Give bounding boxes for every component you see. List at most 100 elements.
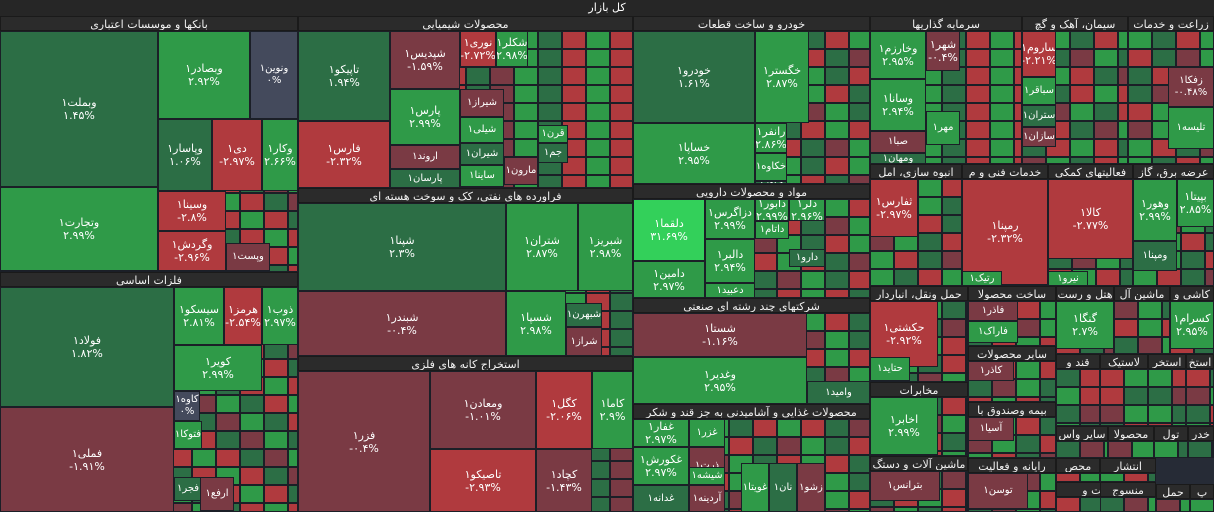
stock-tile[interactable]: کاما۱ ۲.۹% bbox=[592, 371, 633, 449]
sector-header[interactable]: لاستیک bbox=[1100, 354, 1148, 369]
stock-tile[interactable]: وغدیر۱ ۲.۹۵% bbox=[633, 357, 807, 404]
stock-tile[interactable]: پارسان۱ bbox=[390, 169, 460, 188]
sector-header[interactable]: استخر bbox=[1148, 354, 1186, 369]
stock-tile[interactable]: دالبر۱ ۲.۹۴% bbox=[705, 239, 755, 283]
stock-tile[interactable]: بپیتا۱ ۲.۸۵% bbox=[1177, 179, 1214, 227]
stock-tile[interactable]: زشو۱ bbox=[797, 463, 825, 512]
sector-header[interactable]: مخابرات bbox=[870, 382, 968, 397]
stock-tile[interactable]: وپاسار۱ ۱.۰۶% bbox=[158, 119, 212, 191]
sector-header[interactable]: ماشین آل bbox=[1114, 286, 1170, 301]
stock-tile[interactable]: شکلر۱ ۲.۹۸% bbox=[496, 31, 528, 67]
sector-header[interactable]: انبوه سازی، امل bbox=[870, 164, 962, 179]
stock-tile[interactable]: غفار۱ ۲.۹۷% bbox=[633, 419, 689, 447]
stock-tile[interactable]: جم۱ bbox=[538, 143, 568, 163]
stock-tile[interactable]: فزر۱ -۰.۴% bbox=[298, 371, 430, 512]
stock-tile[interactable]: کالا۱ -۲.۷۷% bbox=[1048, 179, 1133, 259]
sector-header[interactable]: زراعت و خدمات bbox=[1128, 16, 1214, 31]
sector-header[interactable]: بیمه وصندوق با bbox=[968, 402, 1056, 417]
stock-tile[interactable]: ذوب۱ ۲.۹۷% bbox=[262, 287, 298, 345]
stock-tile[interactable]: ومپنا۱ bbox=[1133, 241, 1177, 271]
stock-tile[interactable]: ستران۱ bbox=[1022, 105, 1056, 127]
stock-tile[interactable]: فملی۱ -۱.۹۱% bbox=[0, 407, 174, 512]
sector-header[interactable]: ساخت محصولا bbox=[968, 286, 1056, 301]
stock-tile[interactable]: شپدیس۱ -۱.۵۹% bbox=[390, 31, 460, 89]
stock-tile[interactable]: صبا۱ bbox=[870, 131, 926, 153]
stock-tile[interactable]: خکاوه۱ bbox=[755, 153, 787, 181]
stock-tile[interactable]: فولاد۱ ۱.۸۲% bbox=[0, 287, 174, 407]
sector-header[interactable]: فلزات اساسی bbox=[0, 272, 298, 287]
stock-tile[interactable]: نوری۱ -۲.۷۲% bbox=[460, 31, 496, 67]
stock-tile[interactable]: وهور۱ ۲.۹۹% bbox=[1133, 179, 1177, 241]
stock-tile[interactable]: دی۱ -۲.۹۷% bbox=[212, 119, 262, 191]
stock-tile[interactable]: هرمز۱ -۲.۵۴% bbox=[224, 287, 262, 345]
stock-tile[interactable]: شیران۱ bbox=[460, 143, 504, 165]
sector-header[interactable]: استخ bbox=[1186, 354, 1214, 369]
stock-tile[interactable]: سازان۱ bbox=[1022, 127, 1056, 147]
stock-tile[interactable]: رانفر۱ ۲.۸۶% bbox=[755, 123, 787, 153]
sector-header[interactable]: عرضه برق، گاز bbox=[1133, 164, 1214, 179]
stock-tile[interactable]: مارون۱ bbox=[504, 157, 538, 185]
stock-tile[interactable]: ساروم۱-۲.۲۱% bbox=[1022, 31, 1056, 77]
stock-tile[interactable]: توسن۱ bbox=[968, 473, 1028, 509]
sector-header[interactable]: تول bbox=[1154, 426, 1188, 441]
stock-tile[interactable]: مهر۱ bbox=[926, 111, 960, 145]
stock-tile[interactable]: کگل۱ -۲.۰۶% bbox=[536, 371, 592, 449]
stock-tile[interactable]: ثفارس۱ -۲.۹۷% bbox=[870, 179, 918, 237]
stock-tile[interactable]: دلر۱ ۲.۹۶% bbox=[789, 199, 825, 221]
stock-tile[interactable]: تاصیکو۱ -۲.۹۳% bbox=[430, 449, 536, 512]
stock-tile[interactable]: سباقر۱ bbox=[1022, 77, 1056, 105]
stock-tile[interactable]: ومهان۱ bbox=[870, 153, 926, 164]
stock-tile[interactable]: کچاد۱ -۱.۴۳% bbox=[536, 449, 592, 512]
stock-tile[interactable]: بترانس۱ bbox=[870, 471, 940, 501]
stock-tile[interactable]: فارس۱ -۲.۳۲% bbox=[298, 121, 390, 188]
stock-tile[interactable]: تاپیکو۱ ۱.۹۴% bbox=[298, 31, 390, 121]
stock-tile[interactable]: شراز۱ bbox=[566, 327, 602, 356]
sector-header[interactable]: پ bbox=[1190, 484, 1214, 499]
sector-header[interactable]: فراورده های نفتی، کک و سوخت هسته ای bbox=[298, 188, 633, 203]
stock-tile[interactable]: دلقما۱ ۳۱.۶۹% bbox=[633, 199, 705, 261]
stock-tile[interactable]: خودرو۱ ۱.۶۱% bbox=[633, 31, 755, 123]
stock-tile[interactable]: آسیا۱ bbox=[968, 417, 1014, 441]
stock-tile[interactable]: شهر۱ -۰.۴% bbox=[926, 31, 960, 71]
stock-tile[interactable]: اخابر۱ ۲.۹۹% bbox=[870, 397, 938, 455]
stock-tile[interactable]: کسرام۱ ۲.۹۵% bbox=[1170, 301, 1214, 349]
stock-tile[interactable]: غویتا۱ bbox=[741, 463, 769, 512]
stock-tile[interactable]: دابور۱ ۲.۹۹% bbox=[755, 199, 789, 221]
stock-tile[interactable]: پارس۱ ۲.۹۹% bbox=[390, 89, 460, 145]
stock-tile[interactable]: نان۱ bbox=[769, 463, 797, 512]
sector-header[interactable]: رایانه و فعالیت bbox=[968, 458, 1056, 473]
sector-header[interactable]: حمل bbox=[1156, 484, 1190, 499]
stock-tile[interactable]: آردینه۱ bbox=[689, 485, 725, 512]
stock-tile[interactable]: قرن۱ bbox=[538, 125, 568, 143]
stock-tile[interactable]: دامین۱ ۲.۹۷% bbox=[633, 261, 705, 298]
stock-tile[interactable]: شبهرن۱ bbox=[566, 303, 602, 327]
stock-tile[interactable]: شبریز۱ ۲.۹۸% bbox=[578, 203, 633, 291]
stock-tile[interactable]: اروند۱ bbox=[390, 145, 460, 169]
stock-tile[interactable]: غکورش۱ ۲.۹۷% bbox=[633, 447, 689, 485]
sector-header[interactable]: انتشار bbox=[1100, 458, 1156, 473]
stock-tile[interactable]: تلیسه۱ bbox=[1168, 107, 1214, 149]
stock-tile[interactable]: ونوین۱ ۰% bbox=[250, 31, 298, 119]
stock-tile[interactable]: حتاید۱ bbox=[870, 357, 910, 381]
sector-header[interactable]: بانکها و موسسات اعتباری bbox=[0, 16, 298, 31]
stock-tile[interactable]: سیسکو۱ ۲.۸۱% bbox=[174, 287, 224, 345]
stock-tile[interactable]: خگستر۱ ۲.۸۷% bbox=[755, 31, 809, 123]
sector-header[interactable]: قند و bbox=[1056, 354, 1100, 369]
stock-tile[interactable]: غدانه۱ bbox=[633, 485, 689, 512]
stock-tile[interactable]: داتام۱ bbox=[755, 221, 789, 239]
stock-tile[interactable]: وگردش۱ -۲.۹۶% bbox=[158, 231, 226, 271]
sector-header[interactable]: محصولات غذایی و آشامیدنی به جز قند و شکر bbox=[633, 404, 870, 419]
stock-tile[interactable]: وتجارت۱ ۲.۹۹% bbox=[0, 187, 158, 271]
stock-tile[interactable]: غزر۱ bbox=[689, 419, 725, 447]
stock-tile[interactable]: گنگا۱ ۲.۷% bbox=[1056, 301, 1114, 349]
stock-tile[interactable]: شتران۱ ۲.۸۷% bbox=[506, 203, 578, 291]
stock-tile[interactable]: کاذر۱ bbox=[968, 361, 1014, 381]
sector-header[interactable]: سایر محصولات bbox=[968, 346, 1056, 361]
stock-tile[interactable]: رمپنا۱ -۲.۳۲% bbox=[962, 179, 1048, 285]
stock-tile[interactable]: فجر۱ bbox=[174, 477, 202, 501]
stock-tile[interactable]: زفکا۱ -۰.۴۸% bbox=[1168, 67, 1214, 107]
stock-tile[interactable]: ارفع۱ bbox=[200, 477, 234, 511]
sector-header[interactable]: استخراج کانه های فلزی bbox=[298, 356, 633, 371]
stock-tile[interactable]: شستا۱ -۱.۱۶% bbox=[633, 313, 807, 357]
stock-tile[interactable]: کویر۱ ۲.۹۹% bbox=[174, 345, 262, 391]
